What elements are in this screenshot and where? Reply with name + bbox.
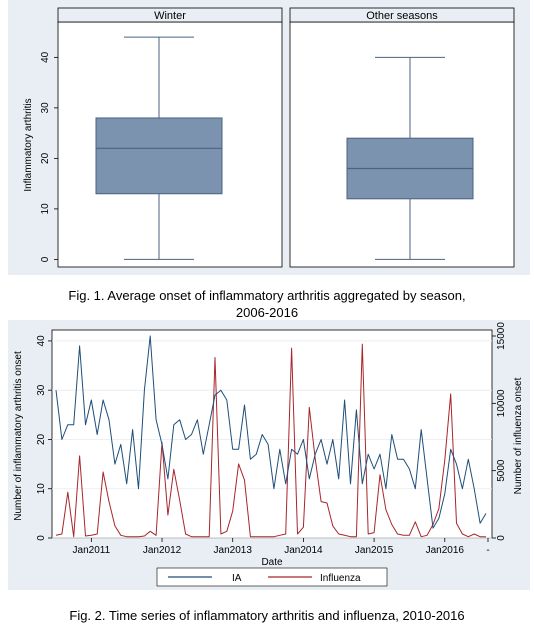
fig2-legend-influenza-label: Influenza: [320, 573, 361, 584]
fig2-xtick-label: Jan2016: [426, 545, 465, 556]
fig1-ytick-label: 30: [40, 102, 51, 114]
fig1-caption-line2: 2006-2016: [235, 305, 299, 320]
fig2-x-axis-label: Date: [261, 557, 283, 568]
fig2-ytick-right-label: 0: [496, 535, 507, 541]
fig2-ytick-left-label: 30: [36, 384, 47, 396]
fig2-ytick-right-label: 5000: [496, 459, 507, 482]
fig1-y-axis: 0 10 20 30 40: [40, 51, 58, 262]
fig2-y-axis-right-label: Number of influenza onset: [513, 377, 524, 494]
fig1-ytick-label: 20: [40, 152, 51, 164]
fig2-x-axis: Jan2011 Jan2012 Jan2013 Jan2014 Jan2015 Jan20…: [73, 538, 490, 556]
fig2-xtick-label: Jan2014: [284, 545, 323, 556]
fig2-legend-ia-label: IA: [232, 573, 242, 584]
fig2-caption: Fig. 2. Time series of inflammatory arth…: [69, 608, 465, 623]
fig2-y-axis-left-label: Number of inflammatory arthritis onset: [13, 351, 24, 521]
influenza-series-line: [55, 343, 486, 538]
fig2-ytick-right-label: 15000: [496, 322, 507, 350]
fig2-plot-area: [51, 329, 493, 539]
fig1-ytick-label: 0: [40, 256, 51, 262]
box-iqr: [95, 117, 223, 195]
figure-2-timeseries: 0 10 20 30 40 0 5000 10000 15000 Jan2011 Jan2012…: [8, 320, 530, 590]
fig2-xtick-label: -: [486, 545, 489, 556]
fig2-ytick-left-label: 0: [36, 535, 47, 541]
fig2-legend: IA Influenza: [156, 567, 388, 587]
fig2-y-axis-left: 0 10 20 30 40: [36, 335, 52, 541]
fig1-panel-other-header: [289, 7, 515, 23]
fig2-xtick-label: Jan2015: [355, 545, 394, 556]
fig1-y-axis-label: Inflammatory arthritis: [23, 98, 34, 191]
fig1-caption-line1: Fig. 1. Average onset of inflammatory ar…: [68, 288, 466, 303]
fig2-xtick-label: Jan2012: [143, 545, 182, 556]
fig1-panel-winter-label: Winter: [154, 10, 186, 22]
ia-series-line: [55, 335, 487, 529]
fig2-ytick-left-label: 10: [36, 483, 47, 495]
fig1-ytick-label: 10: [40, 203, 51, 215]
fig1-panel-winter-header: [57, 7, 283, 23]
fig1-panel-other-label: Other seasons: [366, 10, 438, 22]
fig1-ytick-label: 40: [40, 51, 51, 63]
figure-1-boxplot: Winter Other seasons 0 10 20 30 40 Inflammat…: [8, 0, 530, 275]
fig2-y-axis-right: 0 5000 10000 15000: [492, 322, 507, 541]
fig2-ytick-right-label: 10000: [496, 389, 507, 417]
fig2-ytick-left-label: 20: [36, 433, 47, 445]
fig2-ytick-left-label: 40: [36, 335, 47, 347]
fig2-xtick-label: Jan2011: [73, 545, 111, 556]
fig2-xtick-label: Jan2013: [214, 545, 253, 556]
